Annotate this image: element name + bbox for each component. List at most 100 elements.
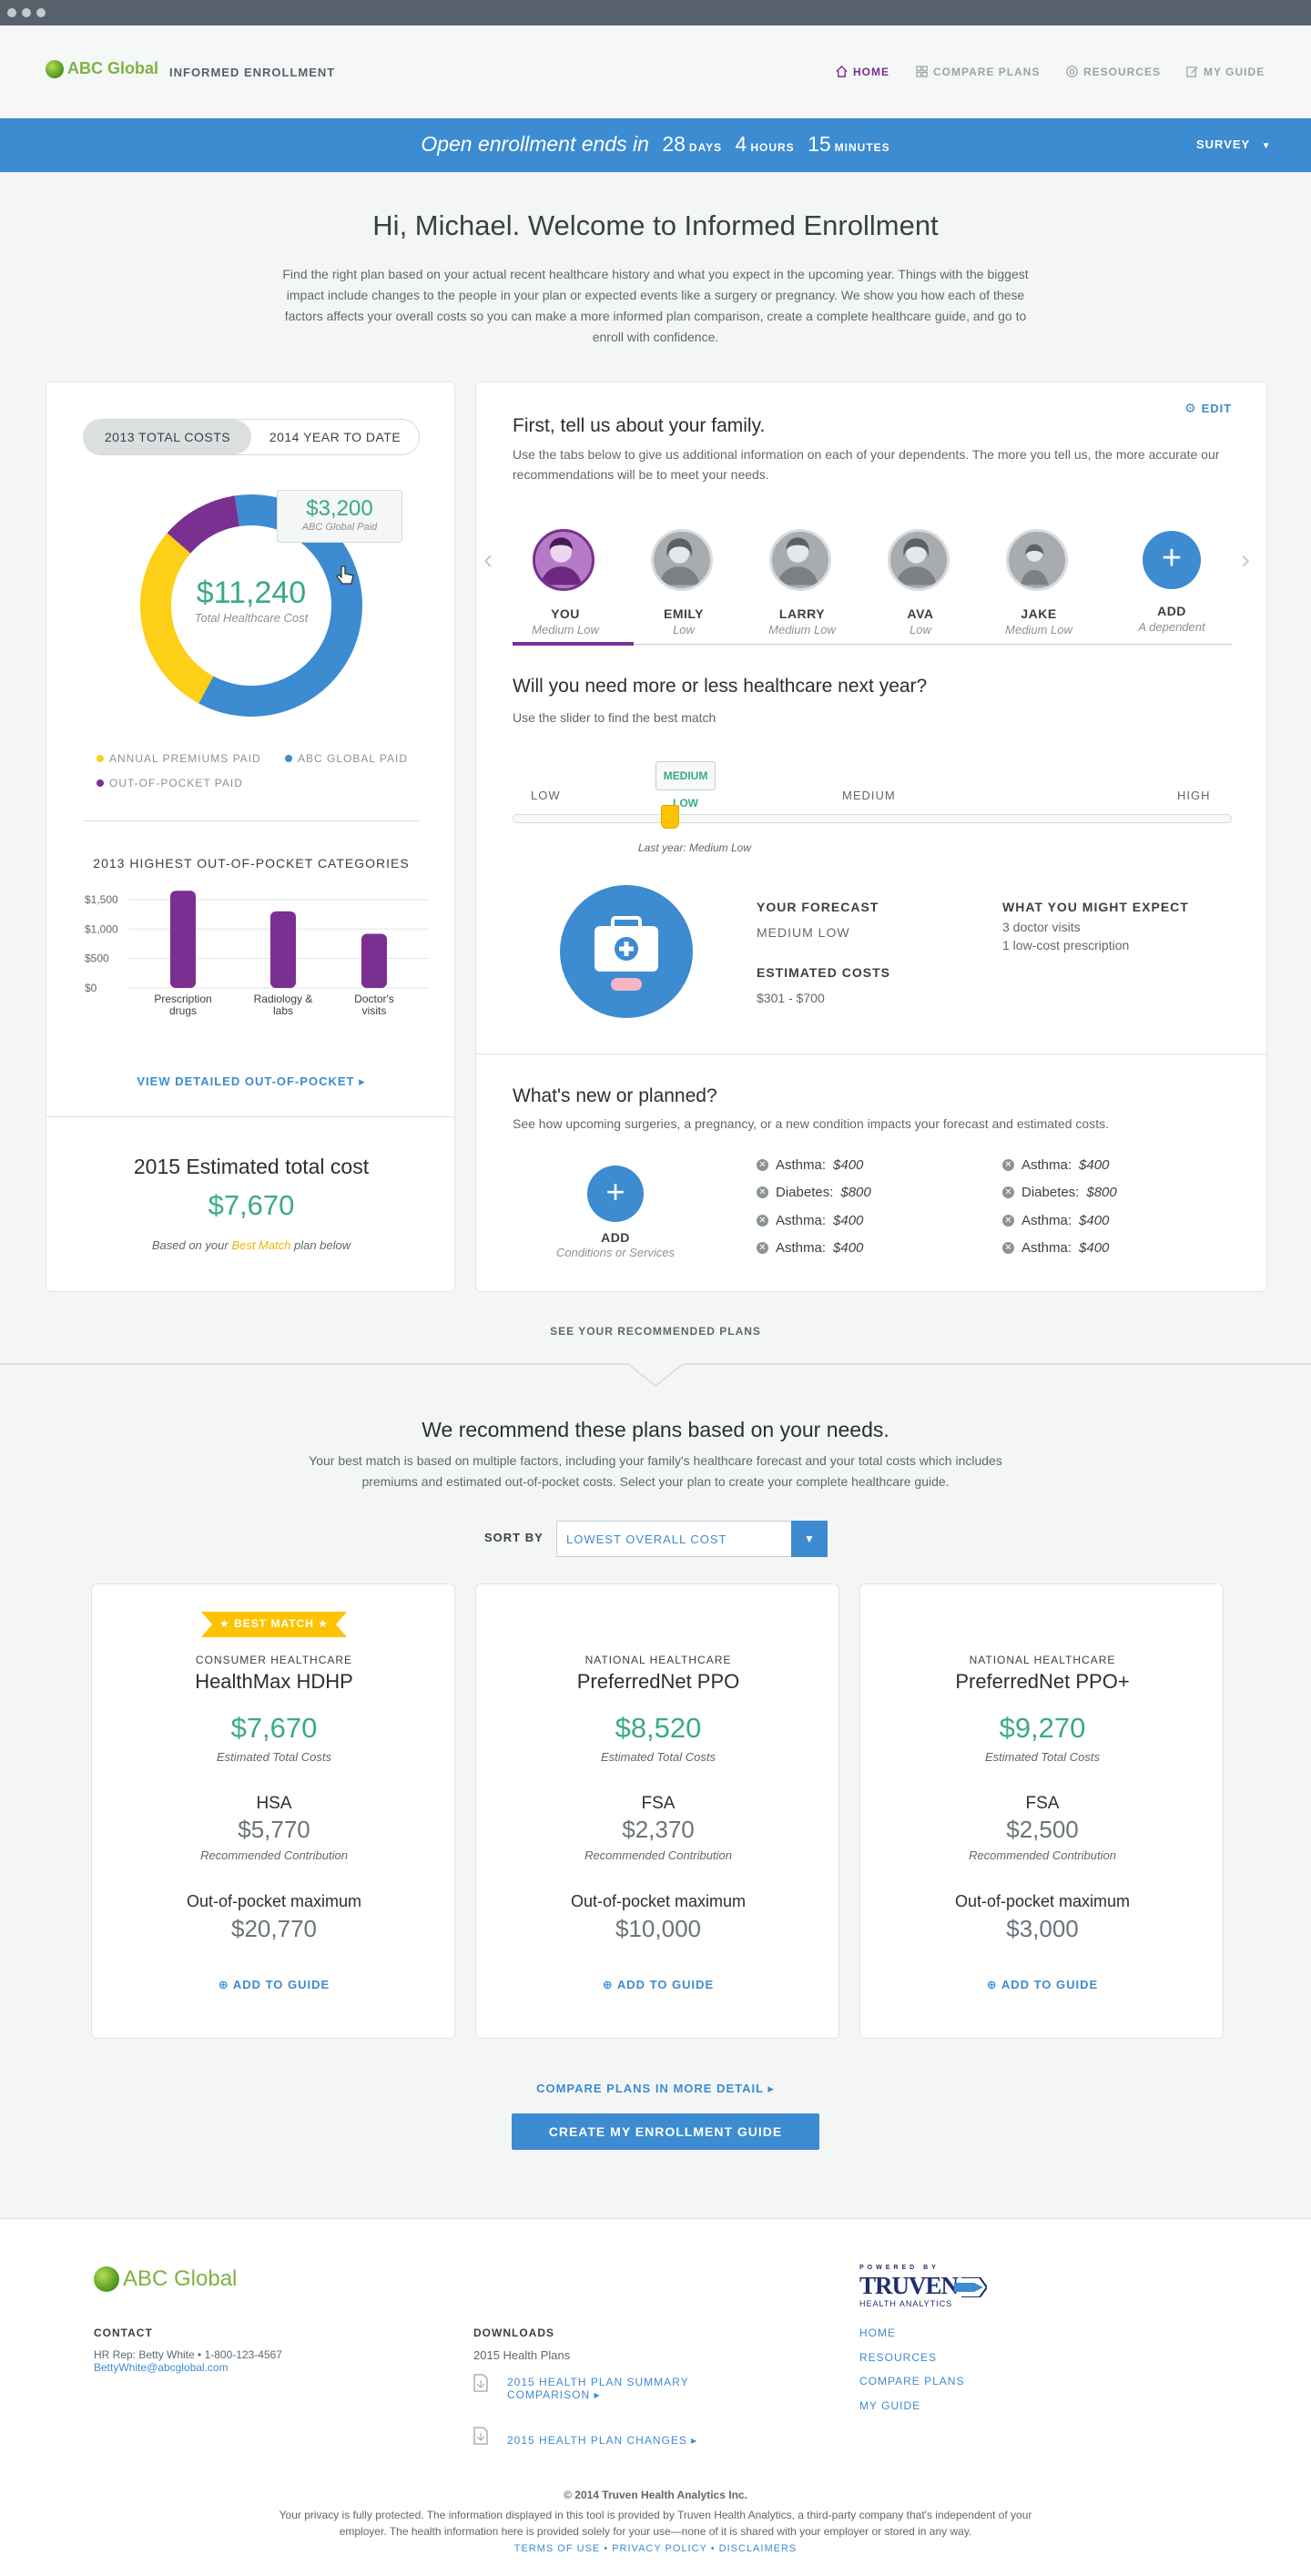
truven-logo[interactable]: TRUVEN — [859, 2272, 959, 2299]
truven-sub: HEALTH ANALYTICS — [859, 2299, 953, 2308]
plan-contribution: $5,770 — [238, 1816, 310, 1843]
bar-radiology-labs[interactable] — [270, 911, 296, 988]
condition-item[interactable]: ✕ Diabetes: $800 — [1002, 1185, 1117, 1200]
plan-card-ppo[interactable]: NATIONAL HEALTHCARE PreferredNet PPO $8,… — [475, 1583, 839, 2039]
add-to-guide-button[interactable]: ⊕ ADD TO GUIDE — [860, 1978, 1225, 1992]
contact-email-link[interactable]: BettyWhite@abcglobal.com — [94, 2361, 229, 2374]
remove-icon[interactable]: ✕ — [1002, 1159, 1014, 1171]
condition-item[interactable]: ✕ Asthma: $400 — [757, 1157, 863, 1173]
site-footer: ABC Global CONTACT HR Rep: Betty White •… — [0, 2218, 1311, 2576]
nav-resources[interactable]: RESOURCES — [1065, 65, 1161, 78]
footer-link-home[interactable]: HOME — [859, 2327, 896, 2339]
countdown-text: Open enrollment ends in — [421, 132, 649, 156]
legal-links[interactable]: TERMS OF USE • PRIVACY POLICY • DISCLAIM… — [513, 2543, 798, 2554]
plan-total-label: Estimated Total Costs — [601, 1750, 716, 1764]
person-icon — [777, 537, 819, 585]
donut-slice-out-of-pocket-paid[interactable] — [167, 495, 240, 555]
window-close-dot[interactable] — [7, 8, 16, 17]
footer-abc-global-logo[interactable]: ABC Global — [94, 2266, 237, 2292]
remove-icon[interactable]: ✕ — [757, 1186, 768, 1198]
remove-icon[interactable]: ✕ — [1002, 1215, 1014, 1227]
tab-2014-year-to-date[interactable]: 2014 YEAR TO DATE — [269, 430, 401, 444]
compare-plans-link[interactable]: COMPARE PLANS IN MORE DETAIL ▸ — [536, 2082, 775, 2095]
window-zoom-dot[interactable] — [36, 8, 46, 17]
best-match-highlight: Best Match — [231, 1238, 291, 1252]
purple-dot-icon — [97, 779, 104, 787]
add-to-guide-button[interactable]: ⊕ ADD TO GUIDE — [92, 1978, 456, 1992]
tab-2013-total-costs[interactable]: 2013 TOTAL COSTS — [84, 420, 251, 454]
plan-total-label: Estimated Total Costs — [985, 1750, 1100, 1764]
sort-select[interactable]: LOWEST OVERALL COST ▼ — [556, 1521, 828, 1557]
footer-link-compare-plans[interactable]: COMPARE PLANS — [859, 2375, 965, 2388]
contact-line: HR Rep: Betty White • 1-800-123-4567 — [94, 2348, 282, 2361]
download-summary-link[interactable]: 2015 HEALTH PLAN SUMMARY — [507, 2376, 689, 2388]
family-card: First, tell us about your family. ⚙ EDIT… — [475, 382, 1267, 1292]
plan-name: PreferredNet PPO — [576, 1670, 740, 1693]
view-detailed-oop-link[interactable]: VIEW DETAILED OUT-OF-POCKET ▸ — [137, 1074, 366, 1088]
remove-icon[interactable]: ✕ — [1002, 1186, 1014, 1198]
bar-doctor-s-visits[interactable] — [361, 933, 387, 988]
footer-link-resources[interactable]: RESOURCES — [859, 2351, 938, 2364]
remove-icon[interactable]: ✕ — [757, 1242, 768, 1254]
plan-oop-label: Out-of-pocket maximum — [570, 1892, 747, 1910]
plan-card-healthmax[interactable]: ★ BEST MATCH ★ CONSUMER HEALTHCARE Healt… — [91, 1583, 455, 2039]
window-minimize-dot[interactable] — [22, 8, 31, 17]
member-name-you: YOU — [551, 606, 580, 621]
forecast-label: YOUR FORECAST — [757, 900, 879, 914]
condition-item[interactable]: ✕ Asthma: $400 — [1002, 1157, 1109, 1173]
chevron-right-icon[interactable]: › — [1241, 545, 1250, 575]
caret-down-icon: ▼ — [1261, 141, 1272, 151]
condition-cost: $400 — [1079, 1213, 1110, 1228]
condition-cost: $400 — [833, 1157, 864, 1173]
slider-handle[interactable] — [661, 805, 679, 829]
remove-icon[interactable]: ✕ — [1002, 1242, 1014, 1254]
document-icon — [473, 2374, 488, 2392]
plan-contribution-label: Recommended Contribution — [969, 1848, 1116, 1862]
add-condition-sub: Conditions or Services — [555, 1246, 676, 1259]
remove-icon[interactable]: ✕ — [757, 1159, 768, 1171]
condition-item[interactable]: ✕ Asthma: $400 — [1002, 1213, 1109, 1228]
condition-item[interactable]: ✕ Diabetes: $800 — [757, 1185, 871, 1200]
see-recommended-plans-label[interactable]: SEE YOUR RECOMMENDED PLANS — [550, 1325, 761, 1338]
plan-card-ppo-plus[interactable]: NATIONAL HEALTHCARE PreferredNet PPO+ $9… — [859, 1583, 1224, 2039]
add-dependent-button[interactable]: + — [1143, 531, 1201, 589]
condition-item[interactable]: ✕ Asthma: $400 — [757, 1213, 863, 1228]
donut-slice-annual-premiums-paid[interactable] — [140, 533, 214, 704]
add-to-guide-button[interactable]: ⊕ ADD TO GUIDE — [476, 1978, 840, 1992]
nav-home[interactable]: HOME — [835, 65, 889, 78]
survey-dropdown[interactable]: SURVEY ▼ — [1196, 137, 1272, 151]
member-name-add: ADD — [1157, 604, 1186, 618]
avatar-larry[interactable] — [769, 529, 831, 591]
abc-global-logo[interactable]: ABC Global — [46, 59, 158, 78]
x-category-label: Prescription — [154, 993, 211, 1005]
avatar-ava[interactable] — [888, 529, 950, 591]
gear-icon: ⚙ — [1184, 401, 1197, 415]
remove-icon[interactable]: ✕ — [757, 1215, 768, 1227]
healthcare-need-slider[interactable] — [513, 814, 1232, 823]
chevron-left-icon[interactable]: ‹ — [483, 545, 493, 575]
member-name-jake: JAKE — [1021, 606, 1057, 621]
condition-name: Asthma: — [1021, 1157, 1072, 1173]
download-summary-link-cont[interactable]: COMPARISON ▸ — [507, 2388, 601, 2401]
expect-item: 3 doctor visits — [1002, 920, 1081, 934]
hand-cursor-icon — [336, 565, 354, 585]
nav-compare-plans[interactable]: COMPARE PLANS — [915, 65, 1040, 78]
footer-link-my-guide[interactable]: MY GUIDE — [859, 2399, 921, 2412]
nav-my-guide[interactable]: MY GUIDE — [1185, 65, 1265, 78]
avatar-emily[interactable] — [651, 529, 713, 591]
add-condition-button[interactable]: + — [587, 1166, 644, 1222]
edit-button[interactable]: ⚙ EDIT — [1184, 401, 1232, 416]
condition-item[interactable]: ✕ Asthma: $400 — [757, 1240, 863, 1256]
person-icon — [540, 537, 583, 585]
slider-last-year-note: Last year: Medium Low — [637, 841, 752, 854]
estimate-note-suffix: plan below — [293, 1238, 351, 1252]
condition-item[interactable]: ✕ Asthma: $400 — [1002, 1240, 1109, 1256]
create-enrollment-guide-button[interactable]: CREATE MY ENROLLMENT GUIDE — [512, 2113, 819, 2150]
caret-down-icon[interactable]: ▼ — [791, 1521, 828, 1557]
avatar-you[interactable] — [533, 529, 595, 591]
bar-prescription-drugs[interactable] — [170, 891, 196, 988]
add-to-guide-label: ADD TO GUIDE — [1001, 1978, 1099, 1991]
y-tick-label: $1,000 — [85, 922, 118, 935]
avatar-jake[interactable] — [1006, 529, 1068, 591]
download-changes-link[interactable]: 2015 HEALTH PLAN CHANGES ▸ — [507, 2434, 698, 2447]
